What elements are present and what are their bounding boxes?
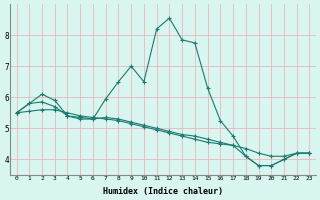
X-axis label: Humidex (Indice chaleur): Humidex (Indice chaleur)	[103, 187, 223, 196]
